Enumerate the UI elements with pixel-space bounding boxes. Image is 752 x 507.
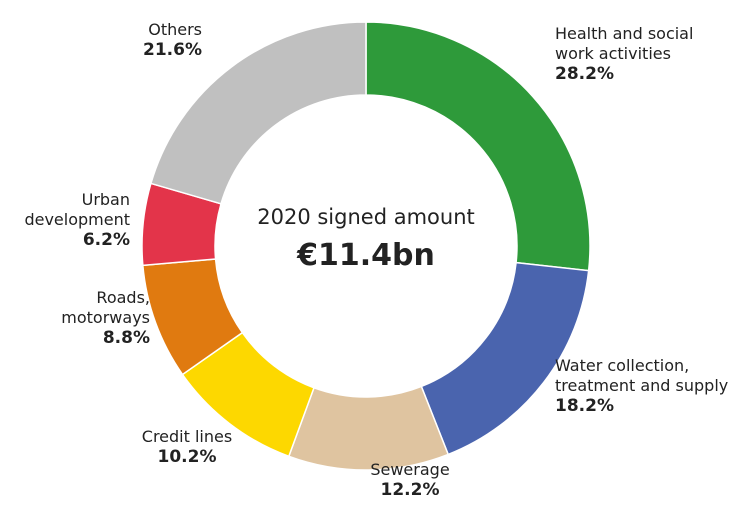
category-name: Health and social work activities (555, 24, 694, 63)
slice-label: Roads, motorways 8.8% (40, 288, 150, 348)
value-label: 8.8% (102, 328, 150, 348)
value-label: 18.2% (555, 396, 614, 416)
donut-slice (287, 385, 450, 471)
slice-label: Sewerage 12.2% (350, 460, 470, 500)
slice-label: Health and social work activities 28.2% (555, 24, 730, 84)
category-name: Credit lines (141, 427, 233, 446)
category-name: Water collection, treatment and supply (555, 356, 729, 395)
category-name: Others (148, 20, 202, 39)
category-name: Roads, motorways (61, 288, 150, 327)
center-value: €11.4bn (297, 238, 435, 273)
donut-slice (149, 21, 367, 205)
slice-label: Others 21.6% (102, 20, 202, 60)
value-label: 28.2% (555, 64, 614, 84)
category-name: Sewerage (370, 460, 450, 479)
value-label: 6.2% (82, 230, 130, 250)
value-label: 10.2% (157, 447, 217, 467)
value-label: 12.2% (380, 480, 440, 500)
donut-slice (365, 21, 591, 272)
slice-label: Water collection, treatment and supply 18… (555, 356, 752, 416)
slice-label: Credit lines 10.2% (127, 427, 247, 467)
center-label: 2020 signed amount (257, 205, 475, 229)
category-name: Urban development (24, 190, 130, 229)
slice-label: Urban development 6.2% (10, 190, 130, 250)
value-label: 21.6% (143, 40, 202, 60)
